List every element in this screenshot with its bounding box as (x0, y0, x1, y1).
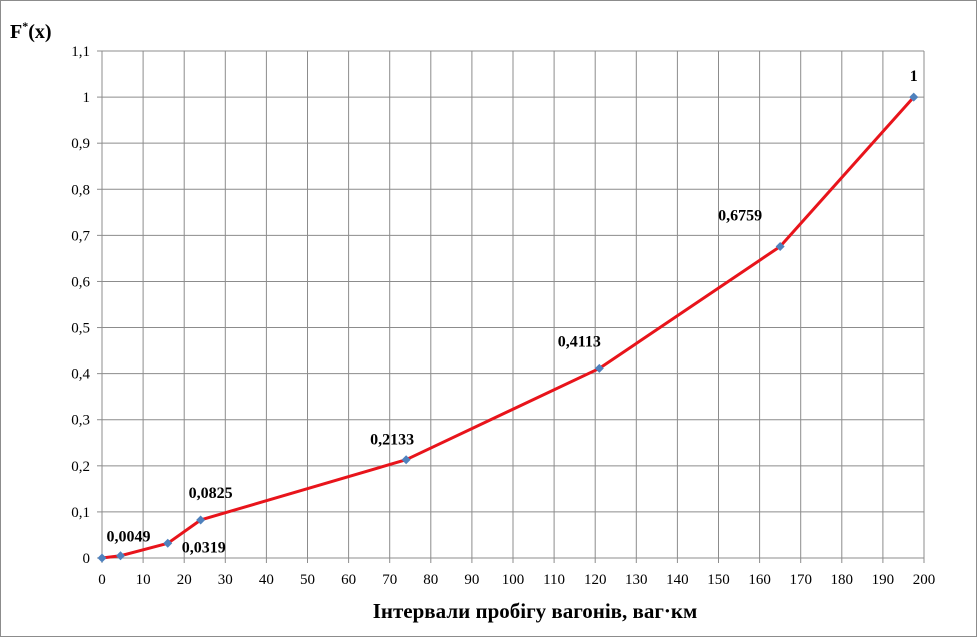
x-tick-label: 30 (218, 572, 233, 588)
data-point (196, 515, 206, 525)
data-label: 0,0319 (182, 539, 226, 556)
x-tick-label: 80 (423, 572, 438, 588)
x-tick-label: 50 (300, 572, 315, 588)
data-point (594, 363, 604, 373)
x-tick-label: 130 (625, 572, 648, 588)
data-label: 0,0825 (189, 485, 233, 502)
data-label: 0,2133 (370, 432, 414, 449)
series-line (101, 96, 915, 560)
x-tick-label: 200 (913, 572, 936, 588)
data-label: 0,0049 (106, 529, 150, 546)
x-tick-label: 170 (789, 572, 812, 588)
x-tick-label: 60 (341, 572, 356, 588)
y-tick-label: 0,3 (71, 413, 90, 429)
y-tick-label: 0,1 (71, 505, 90, 521)
x-tick-label: 150 (707, 572, 730, 588)
data-point (401, 455, 411, 465)
y-tick-label: 1 (83, 90, 91, 106)
data-label: 0,6759 (718, 207, 762, 224)
y-tick-label: 0,4 (71, 367, 90, 383)
x-axis-label: Інтервали пробігу вагонів, ваг·км (373, 599, 698, 623)
y-tick-label: 0 (83, 551, 91, 567)
x-tick-label: 20 (177, 572, 192, 588)
y-tick-label: 0,6 (71, 274, 90, 290)
x-tick-label: 10 (136, 572, 151, 588)
data-label: 1 (910, 68, 918, 85)
series (97, 92, 919, 563)
y-axis-label: F*(x) (10, 19, 52, 43)
x-tick-label: 90 (464, 572, 479, 588)
x-tick-label: 160 (748, 572, 771, 588)
data-point (97, 553, 107, 563)
x-tick-label: 180 (831, 572, 854, 588)
x-tick-label: 120 (584, 572, 607, 588)
y-tick-label: 0,2 (71, 459, 90, 475)
y-tick-label: 0,5 (71, 321, 90, 337)
x-tick-label: 190 (872, 572, 895, 588)
tick-labels: 0 10 20 30 40 50 60 70 80 90 100 110 120 130 140 150 160… (71, 44, 935, 588)
y-tick-label: 0,9 (71, 136, 90, 152)
y-tick-label: 0,7 (71, 228, 90, 244)
data-label: 0,4113 (558, 333, 601, 350)
x-tick-label: 0 (98, 572, 106, 588)
data-point (909, 92, 919, 102)
x-tick-label: 100 (502, 572, 525, 588)
y-tick-label: 0,8 (71, 182, 90, 198)
grid (97, 50, 925, 563)
x-tick-label: 70 (382, 572, 397, 588)
data-point (163, 538, 173, 548)
x-tick-label: 110 (543, 572, 565, 588)
x-tick-label: 140 (666, 572, 689, 588)
x-tick-label: 40 (259, 572, 274, 588)
data-point (775, 241, 785, 251)
data-point (115, 551, 125, 561)
y-tick-label: 1,1 (71, 44, 90, 60)
data-labels: 0,0049 0,0319 0,0825 0,2133 0,4113 0,6759 1 (106, 68, 917, 556)
